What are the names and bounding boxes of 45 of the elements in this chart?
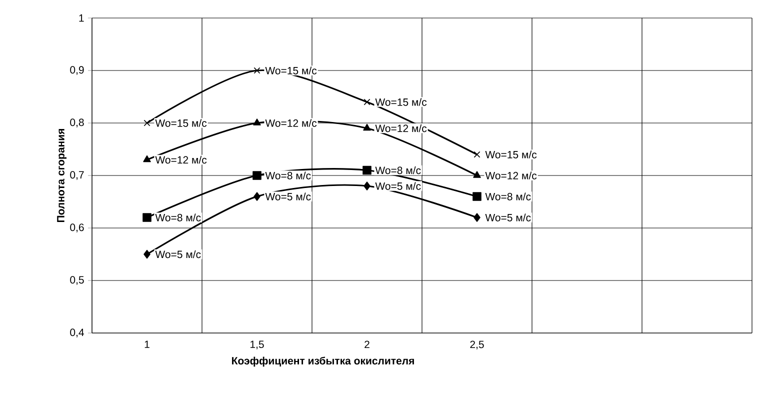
series-label: Wo=15 м/с (265, 66, 317, 74)
point (252, 171, 262, 180)
point (254, 192, 260, 201)
point (144, 250, 150, 259)
text: Wo=12 м/с (265, 119, 317, 127)
x-tick-label: 1 (144, 340, 150, 348)
text: Wo=12 м/с (375, 124, 427, 132)
series-label: Wo=12 м/с (155, 156, 207, 164)
text: Wo=5 м/с (485, 214, 531, 222)
y-tick-label: 0,6 (70, 224, 84, 232)
y-tick-label: 0,9 (70, 66, 84, 75)
point (363, 124, 371, 131)
y-axis-title: Полнота сгорания (57, 129, 66, 222)
point (474, 151, 480, 158)
text: Wo=8 м/с (485, 192, 531, 200)
text: Wo=12 м/с (485, 172, 537, 180)
point (254, 67, 260, 74)
point (364, 182, 370, 190)
point (473, 171, 481, 178)
y-tick-label: 0,5 (70, 276, 84, 285)
point (472, 192, 482, 201)
point (362, 166, 372, 175)
series-label: Wo=8 м/с (155, 214, 201, 222)
x-tick-label: 2 (364, 340, 370, 348)
x-axis-title: Коэффициент избытка окислителя (232, 356, 414, 367)
y-tick-label: 0,8 (70, 118, 84, 128)
text: Wo=8 м/с (265, 172, 311, 180)
text: Wo=15 м/с (485, 150, 537, 158)
text: Wo=5 м/с (375, 182, 421, 190)
point (474, 213, 480, 222)
point (364, 98, 370, 106)
y-tick-label: 0,7 (70, 171, 84, 180)
text: Wo=15 м/с (375, 98, 427, 106)
point (142, 213, 152, 222)
x-tick-label: 2,5 (470, 340, 484, 350)
text: Wo=8 м/с (375, 166, 421, 174)
point (144, 120, 150, 126)
x-tick-label: 1,5 (250, 340, 264, 350)
text: Wo=15 м/с (155, 119, 207, 127)
text: Wo=5 м/с (265, 192, 311, 200)
point (143, 155, 151, 162)
point (253, 118, 261, 126)
y-tick-label: 0,4 (70, 328, 84, 338)
y-tick-label: 1 (79, 14, 84, 22)
series-label: Wo=5 м/с (155, 250, 201, 258)
